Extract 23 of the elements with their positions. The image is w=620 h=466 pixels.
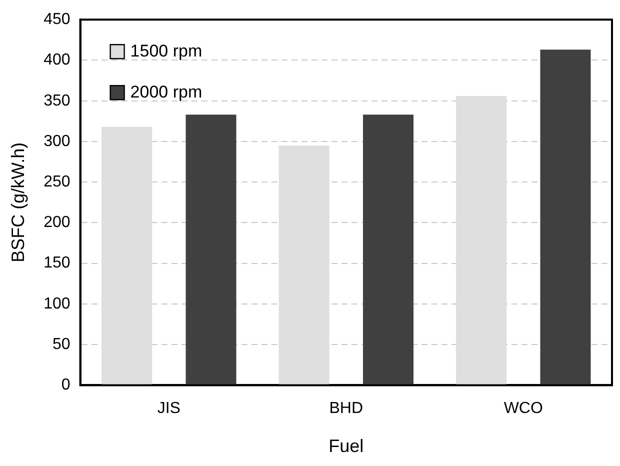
y-tick-label: 300 bbox=[44, 132, 70, 150]
x-tick-label: BHD bbox=[329, 400, 364, 418]
bar bbox=[278, 146, 330, 385]
y-tick-label: 150 bbox=[44, 254, 70, 272]
y-tick-label: 100 bbox=[44, 295, 70, 312]
bar bbox=[186, 114, 236, 385]
x-tick-label: WCO bbox=[504, 400, 543, 418]
bar bbox=[362, 114, 414, 385]
bar bbox=[456, 96, 507, 385]
legend-label: 2000 rpm bbox=[130, 82, 202, 102]
y-tick-label: 0 bbox=[61, 376, 70, 394]
y-tick-label: 350 bbox=[44, 92, 70, 110]
y-tick-label: 50 bbox=[52, 336, 70, 353]
bar bbox=[102, 126, 152, 385]
y-tick-label: 200 bbox=[44, 214, 70, 232]
x-tick-label: JIS bbox=[157, 400, 180, 418]
y-tick-label: 250 bbox=[44, 173, 70, 190]
x-axis-title: Fuel bbox=[328, 436, 364, 456]
y-tick-label: 450 bbox=[44, 11, 70, 28]
y-axis-title: BSFC (g/kW.h) bbox=[8, 142, 28, 262]
bar bbox=[540, 50, 591, 385]
y-tick-label: 400 bbox=[44, 52, 70, 69]
legend-label: 1500 rpm bbox=[130, 41, 202, 60]
